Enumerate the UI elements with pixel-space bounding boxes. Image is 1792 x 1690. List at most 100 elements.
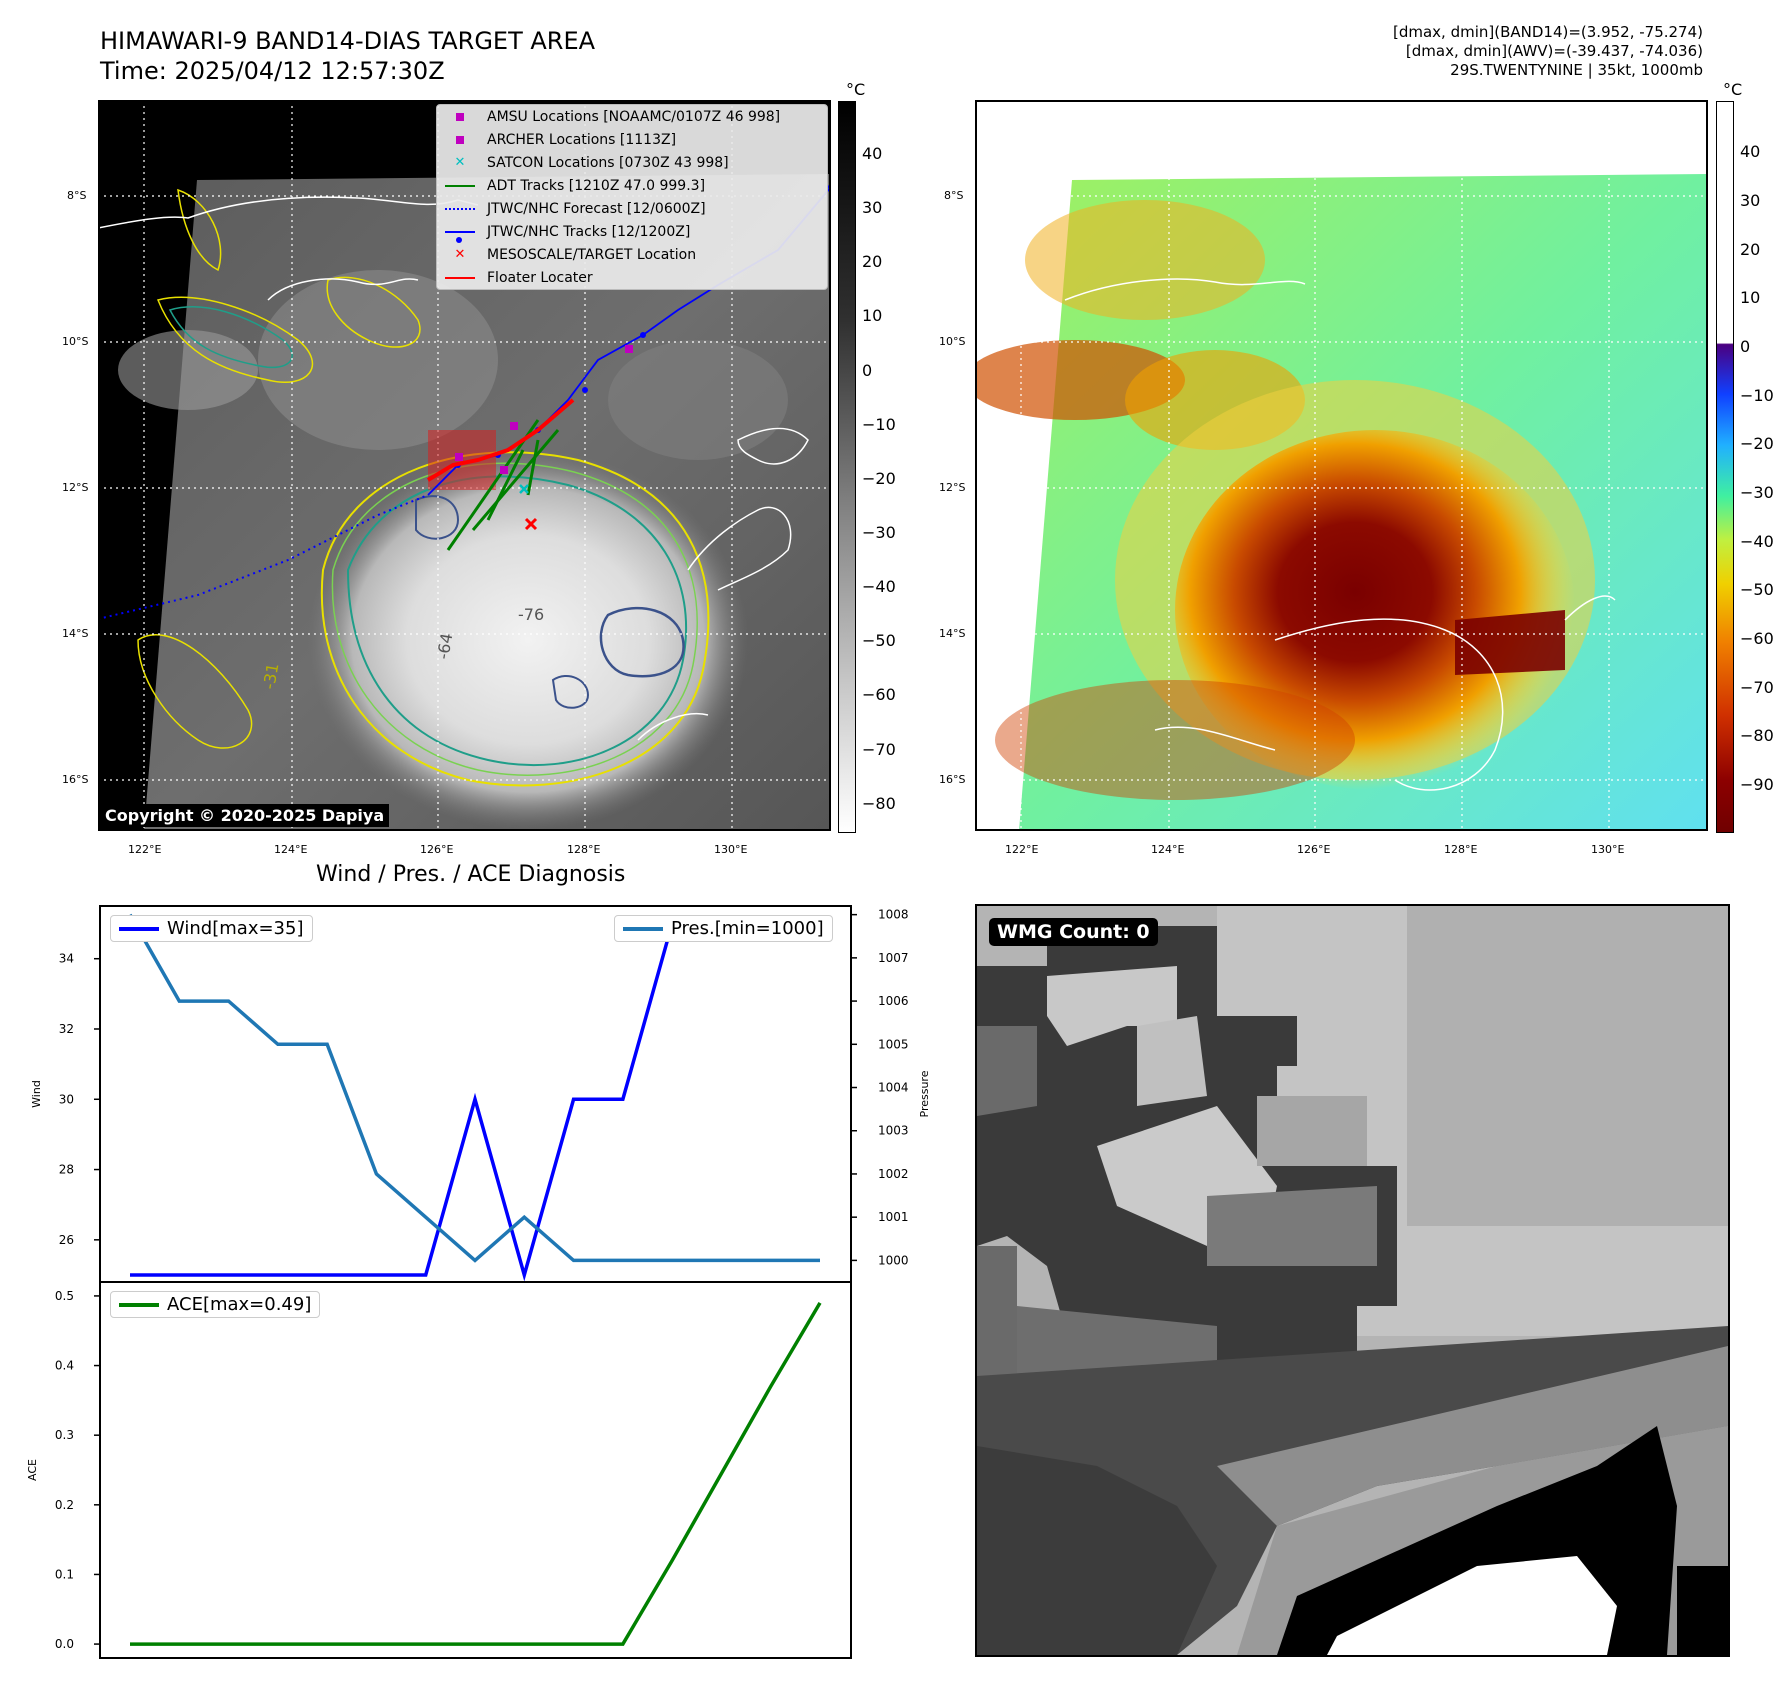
- satcon-marker: [519, 484, 529, 494]
- colorbar-tick: 30: [1740, 191, 1761, 210]
- legend-swatch: [623, 926, 663, 931]
- colorbar-tick: 0: [1740, 337, 1751, 356]
- amsu-marker: [510, 422, 518, 430]
- awv-range: [dmax, dmin](AWV)=(-39.437, -74.036): [1405, 42, 1703, 60]
- colorbar-tick: −90: [1740, 775, 1774, 794]
- lat-label: 12°S: [62, 481, 89, 494]
- colorbar-tick: −20: [862, 469, 896, 488]
- awv-dry-core: [1175, 430, 1575, 790]
- legend-ace: ACE[max=0.49]: [110, 1291, 321, 1318]
- ace-frame: [99, 1281, 852, 1659]
- y-tick-label: 34: [59, 952, 74, 966]
- y-right-tick-label: 1006: [878, 994, 909, 1008]
- copyright-label: Copyright © 2020-2025 Dapiya: [100, 804, 390, 827]
- lat-label: 12°S: [939, 481, 966, 494]
- lon-label: 128°E: [1444, 843, 1478, 856]
- y-right-tick-label: 1005: [878, 1037, 909, 1051]
- lon-label: 124°E: [274, 843, 308, 856]
- legend-item-target: ✕ MESOSCALE/TARGET Location: [454, 246, 697, 263]
- map-legend: AMSU Locations [NOAAMC/0107Z 46 998] ARC…: [436, 104, 828, 290]
- wmg-panel: WMG Count: 0: [975, 904, 1730, 1657]
- legend-item-floater: Floater Locater: [437, 266, 827, 289]
- ace-axis-label: ACE: [26, 1459, 39, 1481]
- y-tick-label: 26: [59, 1233, 74, 1247]
- lon-label: 122°E: [1005, 843, 1039, 856]
- y-tick-label: 30: [59, 1092, 74, 1106]
- legend-item-jtwc-tracks: JTWC/NHC Tracks [12/1200Z]: [437, 220, 827, 243]
- lon-label: 122°E: [128, 843, 162, 856]
- contour-label: -76: [518, 605, 544, 624]
- info-block: [dmax, dmin](BAND14)=(3.952, -75.274) [d…: [1103, 23, 1703, 80]
- legend-item-amsu: AMSU Locations [NOAAMC/0107Z 46 998]: [437, 105, 827, 128]
- wmg-image: [977, 906, 1728, 1655]
- diagnosis-title: Wind / Pres. / ACE Diagnosis: [316, 862, 626, 887]
- colorbar-tick: −40: [1740, 532, 1774, 551]
- contour-label: -31: [259, 662, 282, 691]
- colorbar-tick: −30: [1740, 483, 1774, 502]
- y-tick-label: 0.4: [55, 1359, 74, 1373]
- lat-label: 14°S: [939, 627, 966, 640]
- storm-cloud-shield: [308, 450, 748, 830]
- y-right-tick-label: 1002: [878, 1167, 909, 1181]
- page-title: HIMAWARI-9 BAND14-DIAS TARGET AREA: [100, 27, 596, 55]
- y-tick-label: 28: [59, 1163, 74, 1177]
- colorbar-tick: 40: [862, 144, 883, 163]
- legend-swatch: [119, 1302, 159, 1307]
- lat-label: 8°S: [944, 189, 964, 202]
- colorbar-tick: 30: [862, 198, 883, 217]
- wind-pressure-lines: [128, 913, 820, 1282]
- legend-item-archer: ARCHER Locations [1113Z]: [437, 128, 827, 151]
- lat-label: 14°S: [62, 627, 89, 640]
- y-right-tick-label: 1007: [878, 951, 909, 965]
- colorbar-tick: 20: [862, 252, 883, 271]
- colorbar-tick: 10: [862, 306, 883, 325]
- wmg-count-badge: WMG Count: 0: [989, 918, 1158, 946]
- legend-pressure: Pres.[min=1000]: [614, 915, 833, 942]
- colorbar-tick: 20: [1740, 240, 1761, 259]
- y-tick-label: 0.0: [55, 1637, 74, 1651]
- lon-label: 126°E: [1297, 843, 1331, 856]
- colorbar-tick: −40: [862, 577, 896, 596]
- coastline: [97, 196, 479, 229]
- y-right-tick-label: 1003: [878, 1124, 909, 1138]
- ir-map-panel: -64 -76 -31 AMSU Locations [NOAAMC/0107Z…: [97, 100, 834, 831]
- lat-label: 10°S: [939, 335, 966, 348]
- pressure-axis-label: Pressure: [918, 1070, 931, 1117]
- contour-label: -64: [433, 632, 456, 661]
- awv-map: [965, 100, 1708, 831]
- lon-label: 128°E: [567, 843, 601, 856]
- y-tick-label: 0.5: [55, 1289, 74, 1303]
- legend-item-adt: ADT Tracks [1210Z 47.0 999.3]: [437, 174, 827, 197]
- gridlines: [975, 100, 1708, 831]
- band14-range: [dmax, dmin](BAND14)=(3.952, -75.274): [1392, 23, 1703, 41]
- wind-pressure-ticks: 26 28 30 32 34 1000 1001 1002 1003 1004 1005 1006 10…: [59, 908, 909, 1268]
- coastline: [1064, 278, 1306, 301]
- wind-pressure-frame: [99, 905, 852, 1283]
- y-right-tick-label: 1008: [878, 908, 909, 922]
- colorbar-tick: 10: [1740, 288, 1761, 307]
- floater-locater-line: [426, 398, 575, 482]
- y-tick-label: 32: [59, 1022, 74, 1036]
- diagnosis-charts: 26 28 30 32 34 1000 1001 1002 1003 1004 1005 1006 10…: [26, 905, 931, 1659]
- y-right-tick-label: 1000: [878, 1253, 909, 1267]
- contour-cold-core: [599, 606, 685, 678]
- colorbar-tick: −10: [862, 415, 896, 434]
- lat-label: 16°S: [62, 773, 89, 786]
- colorbar-unit: °C: [846, 80, 866, 99]
- wind-axis-label: Wind: [30, 1080, 43, 1108]
- lat-label: 8°S: [67, 189, 87, 202]
- series-line: [128, 913, 820, 1263]
- legend-wind: Wind[max=35]: [110, 915, 313, 942]
- colorbar-tick: −10: [1740, 386, 1774, 405]
- archer-marker: [455, 453, 463, 461]
- colorbar-tick: −20: [1740, 434, 1774, 453]
- y-tick-label: 0.1: [55, 1567, 74, 1581]
- timestamp: Time: 2025/04/12 12:57:30Z: [100, 57, 445, 85]
- colorbar-tick: −30: [862, 523, 896, 542]
- colorbar-tick: −70: [1740, 678, 1774, 697]
- colorbar-tick: −60: [862, 685, 896, 704]
- legend-item-satcon: ✕ SATCON Locations [0730Z 43 998]: [454, 154, 729, 171]
- ace-lines: [130, 1301, 822, 1646]
- series-line: [130, 1301, 822, 1646]
- colorbar-tick: 40: [1740, 142, 1761, 161]
